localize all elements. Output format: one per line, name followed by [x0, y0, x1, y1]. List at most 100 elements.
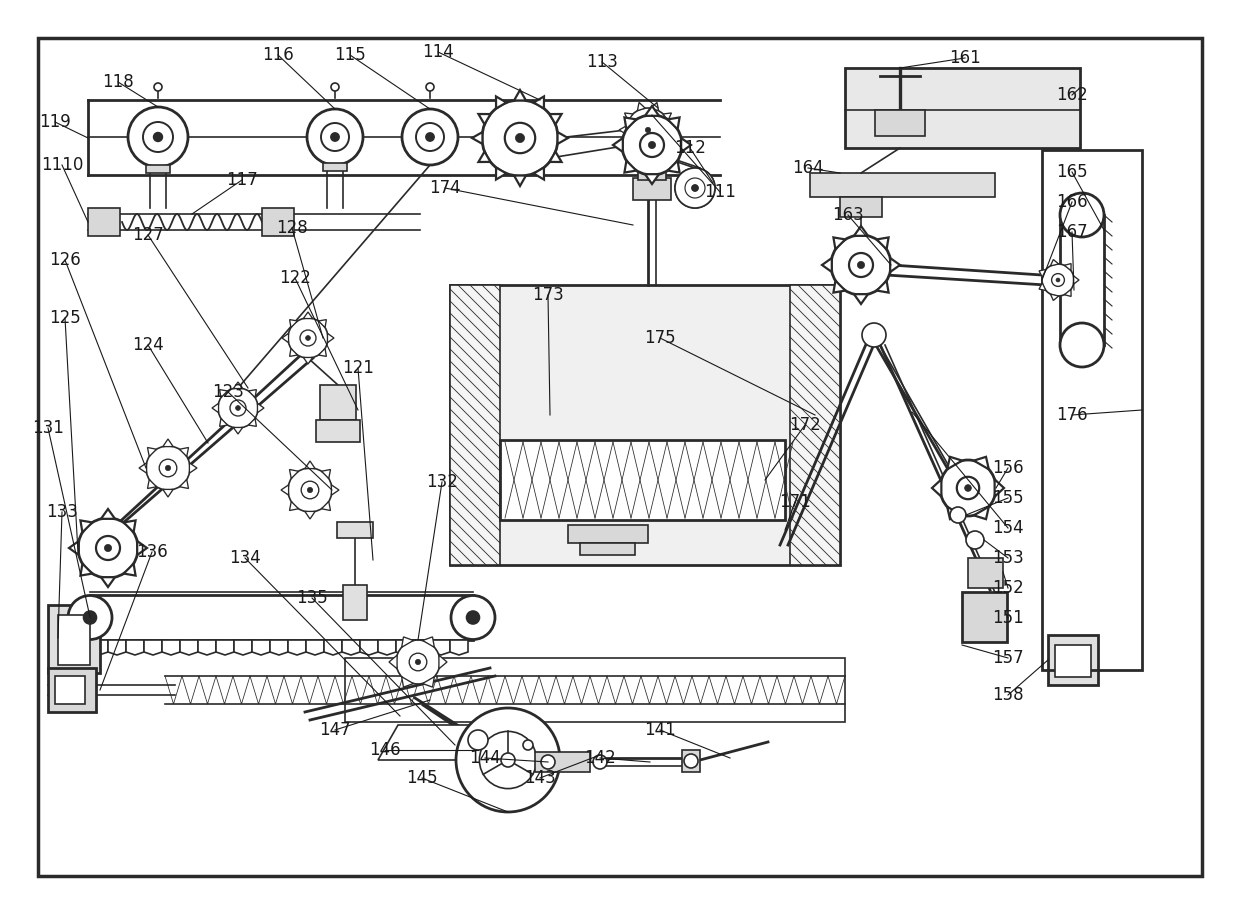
Text: 132: 132: [427, 473, 458, 491]
Polygon shape: [148, 448, 156, 456]
Text: 157: 157: [992, 649, 1024, 667]
Text: 143: 143: [525, 769, 556, 787]
Polygon shape: [180, 640, 198, 655]
Text: 155: 155: [992, 489, 1024, 507]
Circle shape: [146, 446, 190, 490]
Polygon shape: [549, 152, 562, 162]
Bar: [682, 750, 701, 772]
Circle shape: [288, 318, 329, 358]
Bar: [875, 110, 925, 136]
Polygon shape: [100, 509, 115, 519]
Polygon shape: [994, 479, 1004, 496]
Circle shape: [482, 100, 558, 176]
Text: 176: 176: [1056, 406, 1087, 424]
Polygon shape: [144, 640, 162, 655]
Polygon shape: [233, 382, 243, 388]
Circle shape: [308, 487, 312, 493]
Polygon shape: [290, 348, 298, 356]
Text: 174: 174: [429, 179, 461, 197]
Polygon shape: [625, 113, 632, 121]
Text: 131: 131: [32, 419, 64, 437]
Polygon shape: [216, 640, 234, 655]
Polygon shape: [321, 470, 331, 479]
Polygon shape: [822, 258, 832, 272]
Circle shape: [1060, 323, 1104, 367]
Bar: [580, 543, 635, 555]
Polygon shape: [233, 428, 243, 434]
Text: 134: 134: [229, 549, 260, 567]
Circle shape: [1056, 278, 1060, 282]
Polygon shape: [833, 281, 846, 292]
Polygon shape: [645, 106, 658, 116]
Polygon shape: [877, 281, 889, 292]
Circle shape: [505, 122, 536, 154]
Polygon shape: [932, 479, 941, 496]
Polygon shape: [138, 541, 148, 555]
Circle shape: [940, 460, 996, 516]
Circle shape: [966, 531, 985, 549]
Polygon shape: [667, 117, 680, 129]
Circle shape: [639, 122, 657, 139]
Text: 141: 141: [644, 721, 676, 739]
Polygon shape: [289, 470, 299, 479]
Circle shape: [501, 753, 515, 767]
Circle shape: [321, 123, 348, 151]
Circle shape: [451, 596, 495, 640]
Circle shape: [684, 178, 706, 198]
Circle shape: [622, 115, 682, 175]
Circle shape: [331, 83, 339, 91]
Polygon shape: [304, 357, 312, 364]
Polygon shape: [212, 403, 218, 412]
Bar: [844, 68, 1080, 148]
Polygon shape: [281, 334, 289, 343]
Polygon shape: [81, 564, 92, 576]
Bar: [316, 420, 360, 442]
Text: 113: 113: [587, 53, 618, 71]
Circle shape: [305, 335, 310, 340]
Polygon shape: [289, 502, 299, 511]
Polygon shape: [162, 640, 180, 655]
Text: 154: 154: [992, 519, 1024, 537]
Polygon shape: [1039, 270, 1047, 277]
Circle shape: [857, 261, 864, 269]
Circle shape: [128, 107, 188, 167]
Bar: [55, 676, 86, 704]
Bar: [810, 173, 994, 197]
Circle shape: [229, 400, 246, 416]
Text: 145: 145: [407, 769, 438, 787]
Text: 124: 124: [133, 336, 164, 354]
Text: 162: 162: [1056, 86, 1087, 104]
Bar: [1060, 215, 1104, 345]
Circle shape: [1052, 273, 1064, 286]
Polygon shape: [324, 640, 342, 655]
Text: 127: 127: [133, 226, 164, 244]
Polygon shape: [423, 676, 434, 687]
Circle shape: [541, 755, 556, 769]
Polygon shape: [890, 258, 900, 272]
Polygon shape: [219, 419, 228, 427]
Polygon shape: [533, 97, 544, 109]
Polygon shape: [180, 448, 188, 456]
Polygon shape: [327, 334, 334, 343]
Polygon shape: [148, 480, 156, 488]
Text: 122: 122: [279, 269, 311, 287]
Polygon shape: [625, 139, 632, 147]
Polygon shape: [124, 564, 135, 576]
Circle shape: [402, 109, 458, 165]
Polygon shape: [124, 520, 135, 532]
Polygon shape: [91, 640, 108, 655]
Circle shape: [331, 133, 340, 141]
Polygon shape: [180, 480, 188, 488]
Text: 133: 133: [46, 503, 78, 521]
Circle shape: [965, 484, 971, 492]
Text: 115: 115: [334, 46, 366, 64]
Polygon shape: [198, 640, 216, 655]
Circle shape: [466, 611, 480, 624]
Polygon shape: [637, 149, 645, 157]
Polygon shape: [342, 640, 360, 655]
Polygon shape: [81, 520, 92, 532]
Polygon shape: [360, 640, 378, 655]
Polygon shape: [414, 640, 432, 655]
Polygon shape: [126, 640, 144, 655]
Circle shape: [236, 406, 241, 410]
